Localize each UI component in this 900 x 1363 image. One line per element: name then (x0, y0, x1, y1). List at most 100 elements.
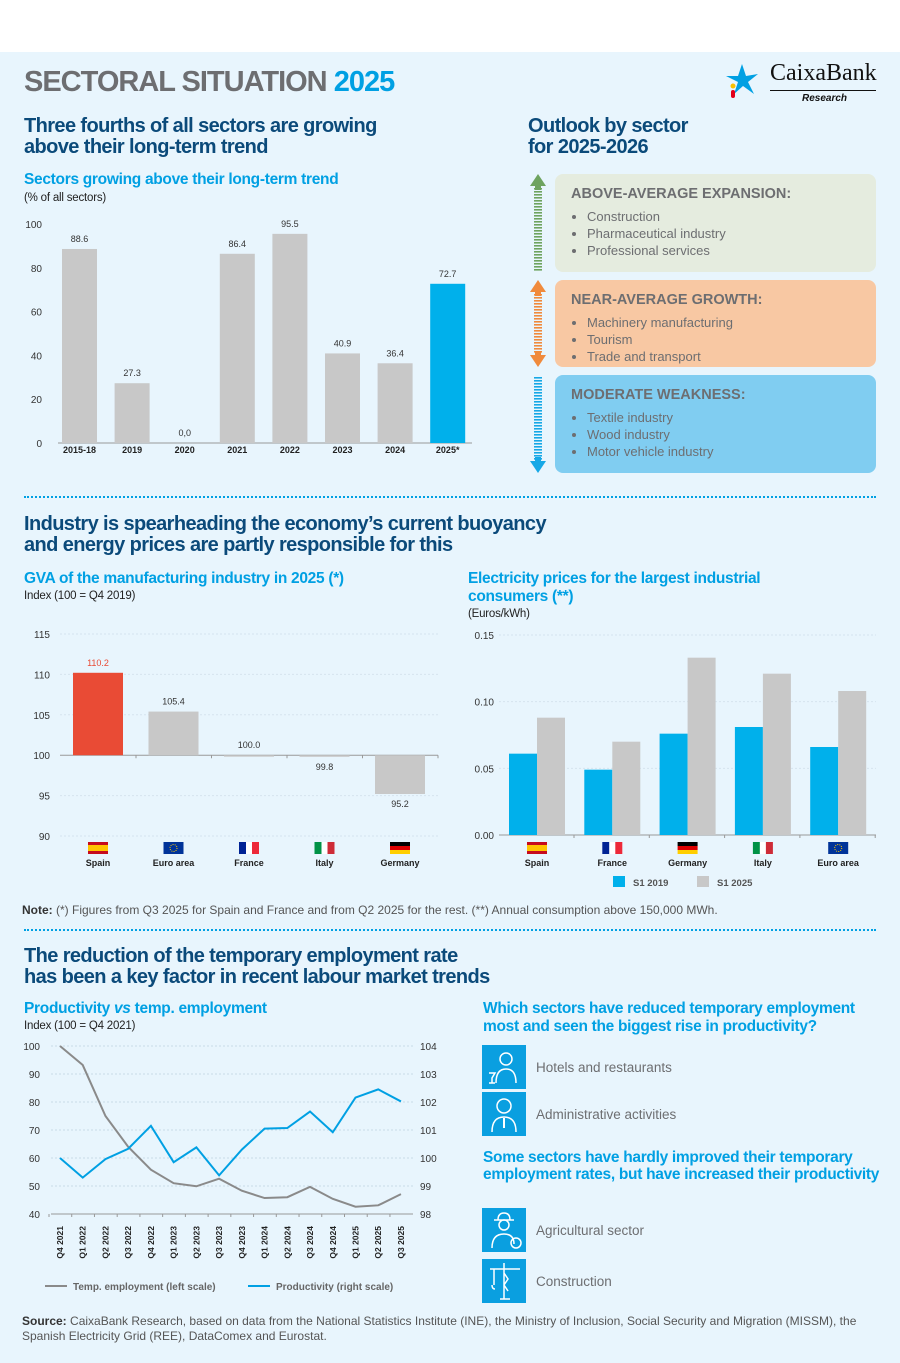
waiter-icon (482, 1045, 526, 1089)
outlook-item: Trade and transport (572, 348, 860, 365)
sector-label: Construction (536, 1273, 612, 1289)
x-tick-label: Euro area (817, 858, 860, 868)
office-worker-icon (482, 1092, 526, 1136)
y-left-tick-label: 80 (29, 1098, 41, 1109)
outlook-item: Construction (572, 208, 860, 225)
bar (299, 755, 350, 757)
outlook-item: Tourism (572, 331, 860, 348)
y-left-tick-label: 100 (23, 1042, 40, 1053)
y-left-tick-label: 40 (29, 1210, 41, 1221)
section2-title: Industry is spearheading the economy’s c… (24, 513, 547, 556)
x-tick-label: Q3 2023 (214, 1226, 224, 1259)
x-tick-label: Spain (525, 858, 550, 868)
arrow-down-icon (530, 375, 546, 473)
y-left-tick-label: 60 (29, 1154, 41, 1165)
electricity-chart-title: Electricity prices for the largest indus… (468, 570, 761, 605)
electricity-bar-chart: 0.00 0.05 0.10 0.15 Spain France Germany Italy E… (475, 631, 876, 889)
y-tick-label: 100 (33, 751, 50, 762)
sectors-bar-chart: 0 20 40 60 80 100 88.6 2015-18 27.3 2019 0,0 2020 86… (25, 219, 472, 455)
legend-swatch (697, 876, 709, 887)
x-tick-label: Q1 2022 (78, 1226, 88, 1259)
x-tick-label: 2024 (385, 445, 405, 455)
x-tick-label: Q2 2024 (282, 1226, 292, 1259)
x-tick-label: Q1 2025 (350, 1226, 360, 1259)
bar-value-label: 86.4 (229, 239, 247, 249)
outlook-heading: NEAR-AVERAGE GROWTH: (571, 292, 763, 308)
bar (73, 672, 123, 756)
x-tick-label: 2015-18 (63, 445, 96, 455)
y-tick-label: 115 (34, 630, 50, 641)
bar-s1-2025 (838, 691, 867, 835)
bar (272, 233, 308, 443)
sector-label: Agricultural sector (536, 1222, 645, 1238)
y-tick-label: 95 (39, 792, 51, 803)
x-tick-label: Spain (86, 858, 111, 868)
y-left-tick-label: 90 (29, 1070, 41, 1081)
page-title: SECTORAL SITUATION 2025 (24, 66, 395, 98)
x-tick-label: Italy (315, 858, 333, 868)
bar-s1-2025 (762, 673, 791, 835)
crane-icon (482, 1259, 526, 1303)
arrow-up-icon (530, 174, 546, 272)
flag-france-icon (239, 842, 259, 854)
bar-value-label: 88.6 (71, 234, 89, 244)
bar (375, 755, 425, 794)
outlook-item: Textile industry (572, 409, 860, 426)
x-tick-label: France (234, 858, 264, 868)
y-tick-label: 110 (34, 670, 50, 681)
outlook-item: Machinery manufacturing (572, 314, 860, 331)
outlook-item: Pharmaceutical industry (572, 225, 860, 242)
gva-chart-unit: Index (100 = Q4 2019) (24, 590, 136, 602)
x-tick-label: Q1 2024 (260, 1226, 270, 1259)
sector-item: Hotels and restaurants (482, 1045, 672, 1089)
flag-euro-area-icon (163, 842, 184, 854)
x-tick-label: Q4 2024 (328, 1226, 338, 1259)
legend-label: Productivity (right scale) (276, 1282, 393, 1293)
bar (377, 363, 413, 443)
flag-spain-icon (527, 842, 547, 854)
y-tick-label: 40 (31, 351, 43, 362)
outlook-heading: ABOVE-AVERAGE EXPANSION: (571, 186, 792, 202)
sector-item: Construction (482, 1259, 612, 1303)
y-tick-label: 20 (31, 395, 43, 406)
bar-value-label: 0,0 (178, 428, 191, 438)
line-chart-title: Productivity vs temp. employment (24, 1000, 267, 1017)
bar-s1-2019 (734, 727, 763, 835)
bar-s1-2025 (612, 741, 641, 835)
flag-germany-icon (390, 842, 410, 854)
bar-value-label: 95.5 (281, 219, 299, 229)
chart1-title: Sectors growing above their long-term tr… (24, 171, 339, 188)
bar-s1-2019 (810, 747, 839, 835)
y-right-tick-label: 102 (420, 1098, 437, 1109)
y-right-tick-label: 103 (420, 1070, 437, 1081)
bar (325, 353, 360, 443)
outlook-box: NEAR-AVERAGE GROWTH: Machinery manufactur… (555, 280, 876, 367)
y-right-tick-label: 98 (420, 1210, 432, 1221)
y-tick-label: 0.10 (475, 698, 495, 709)
gva-bar-chart: 90 95 100 105 110 115 110.2 Spain 105.4 Euro area… (33, 630, 439, 868)
flag-italy-icon (314, 842, 335, 854)
x-tick-label: Q4 2023 (237, 1226, 247, 1259)
x-tick-label: 2025* (436, 445, 460, 455)
y-left-tick-label: 50 (29, 1182, 41, 1193)
y-right-tick-label: 101 (420, 1126, 437, 1137)
outlook-item: Wood industry (572, 426, 860, 443)
section3-title: The reduction of the temporary employmen… (24, 945, 490, 988)
bar-s1-2019 (584, 769, 613, 835)
y-tick-label: 60 (31, 308, 43, 319)
productivity-line-chart: 40 50 60 70 80 90 100 98 99 100 101 102 103 104 Q4 202… (23, 1042, 437, 1293)
legend-swatch (613, 876, 625, 887)
x-tick-label: Q3 2022 (123, 1226, 133, 1259)
bar-value-label: 100.0 (238, 740, 261, 750)
x-tick-label: Q4 2021 (55, 1226, 65, 1259)
legend-label: S1 2019 (633, 878, 668, 889)
y-tick-label: 80 (31, 264, 43, 275)
x-tick-label: Euro area (153, 858, 196, 868)
flag-spain-icon (88, 842, 108, 854)
x-tick-label: Q1 2023 (169, 1226, 179, 1259)
bar (148, 711, 199, 756)
x-tick-label: Q3 2024 (305, 1226, 315, 1259)
y-right-tick-label: 100 (420, 1154, 437, 1165)
sector-item: Administrative activities (482, 1092, 676, 1136)
bar-value-label: 27.3 (123, 368, 141, 378)
